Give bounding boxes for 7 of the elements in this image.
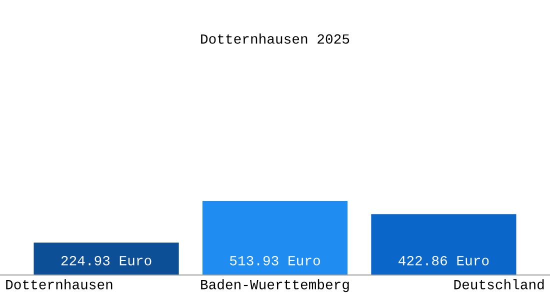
data-label: 513.93 Euro: [230, 256, 320, 266]
x-tick-label: Deutschland: [454, 279, 544, 290]
data-label: 224.93 Euro: [61, 256, 152, 266]
chart-title: Dotternhausen 2025: [201, 34, 350, 44]
data-label: 422.86 Euro: [398, 256, 489, 266]
x-tick-label: Baden-Wuerttemberg: [201, 279, 349, 292]
x-tick-label: Dotternhausen: [6, 279, 112, 290]
